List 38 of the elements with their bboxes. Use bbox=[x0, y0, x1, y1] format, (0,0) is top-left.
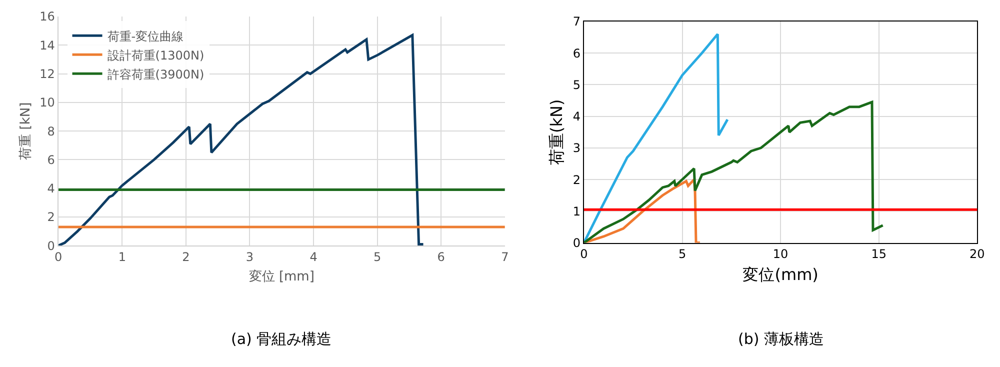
y-tick-label: 2 bbox=[47, 210, 55, 224]
x-tick-label: 2 bbox=[182, 250, 190, 264]
y-tick-label: 8 bbox=[47, 124, 55, 138]
legend-label: 許容荷重(3900N) bbox=[107, 67, 204, 82]
text: (a) 骨組み構造 bbox=[231, 330, 332, 348]
text: (b) 薄板構造 bbox=[738, 330, 824, 348]
y-axis-title: 荷重 [kN] bbox=[18, 102, 34, 160]
legend-label: 設計荷重(1300N) bbox=[107, 48, 204, 62]
x-tick-label: 5 bbox=[678, 247, 686, 262]
y-tick-label: 7 bbox=[572, 14, 581, 29]
x-axis-title: 変位(mm) bbox=[742, 264, 818, 284]
legend-label: 荷重-変位曲線 bbox=[107, 29, 184, 44]
x-tick-label: 20 bbox=[970, 247, 985, 262]
y-tick-label: 1 bbox=[572, 204, 581, 218]
y-tick-label: 10 bbox=[40, 96, 55, 110]
x-tick-label: 15 bbox=[871, 247, 887, 262]
line-series bbox=[584, 32, 729, 243]
y-tick-label: 3 bbox=[572, 141, 581, 156]
x-tick-label: 3 bbox=[246, 250, 254, 264]
x-tick-label: 10 bbox=[772, 247, 788, 262]
y-axis-title: 荷重(kN) bbox=[546, 99, 566, 165]
x-tick-label: 1 bbox=[118, 250, 126, 264]
y-tick-label: 5 bbox=[572, 78, 581, 92]
y-tick-label: 0 bbox=[572, 236, 581, 250]
x-tick-label: 5 bbox=[374, 250, 382, 264]
y-tick-label: 6 bbox=[572, 46, 581, 60]
y-tick-label: 4 bbox=[572, 110, 581, 124]
y-tick-label: 4 bbox=[47, 182, 55, 196]
x-tick-label: 4 bbox=[310, 250, 318, 264]
y-tick-label: 16 bbox=[40, 10, 55, 24]
x-tick-label: 6 bbox=[437, 250, 445, 264]
y-tick-label: 14 bbox=[40, 38, 55, 52]
line-series bbox=[584, 100, 884, 243]
y-tick-label: 6 bbox=[47, 152, 55, 167]
y-tick-label: 12 bbox=[40, 67, 55, 81]
y-tick-label: 2 bbox=[572, 172, 581, 187]
x-tick-label: 7 bbox=[501, 250, 509, 264]
x-axis-title: 変位 [mm] bbox=[248, 268, 314, 285]
